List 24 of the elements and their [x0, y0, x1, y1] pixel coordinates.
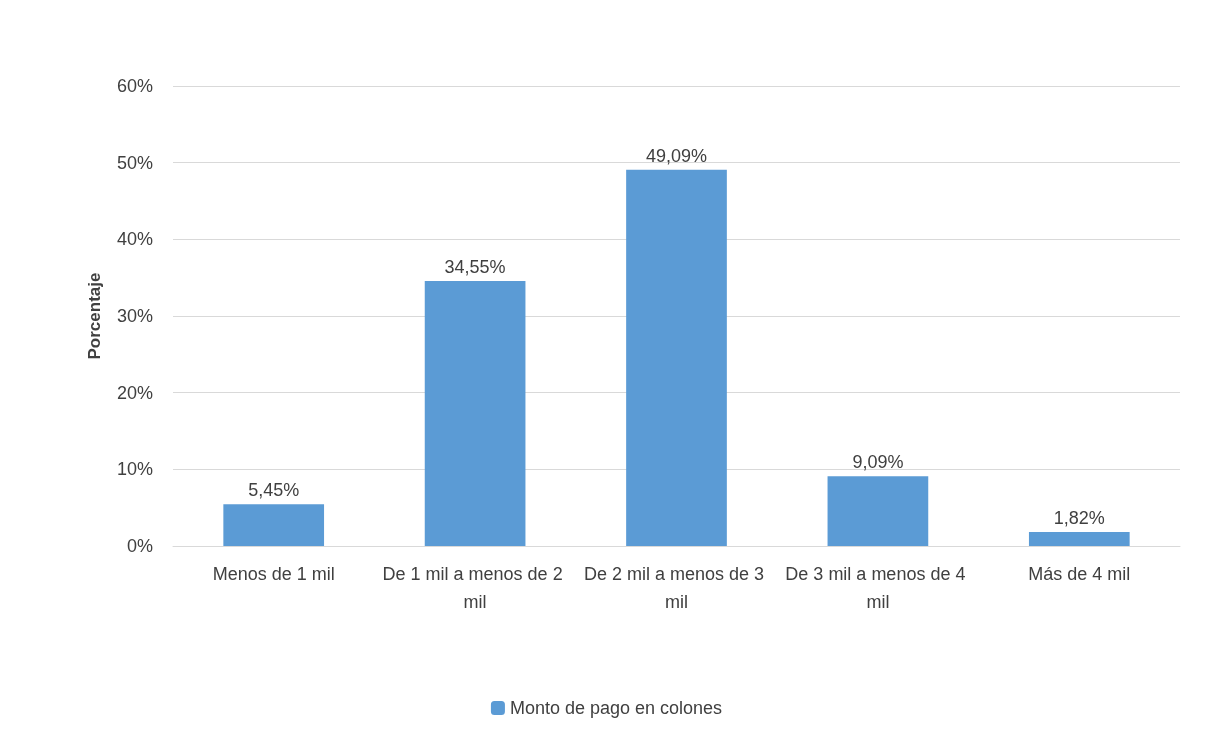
x-tick-label: De 3 mil a menos de 4 mil — [785, 564, 971, 612]
y-tick-label: 60% — [116, 76, 153, 96]
data-label: 5,45% — [248, 480, 300, 501]
bar — [223, 504, 325, 546]
data-label: 49,09% — [645, 145, 708, 166]
bar — [827, 476, 929, 546]
y-tick-label: 50% — [116, 152, 153, 173]
y-tick-label: 20% — [116, 382, 153, 403]
bar — [1028, 532, 1130, 546]
y-tick-label: 10% — [116, 459, 153, 480]
x-tick-label: De 2 mil a menos de 3 mil — [583, 564, 770, 612]
data-label: 9,09% — [852, 452, 904, 473]
legend-label: Monto de pago en colones — [509, 698, 723, 718]
bar — [626, 169, 727, 546]
y-tick-label: 30% — [116, 306, 153, 326]
y-axis-title: Porcentaje — [85, 272, 104, 360]
data-label: 1,82% — [1053, 508, 1105, 529]
x-tick-label: Más de 4 mil — [1028, 564, 1131, 584]
x-tick-label: Menos de 1 mil — [212, 564, 335, 584]
y-tick-label: 0% — [126, 536, 153, 556]
bar — [424, 281, 526, 546]
x-tick-label: De 1 mil a menos de 2 mil — [382, 564, 568, 612]
data-label: 34,55% — [444, 257, 506, 278]
y-tick-label: 40% — [116, 229, 153, 250]
